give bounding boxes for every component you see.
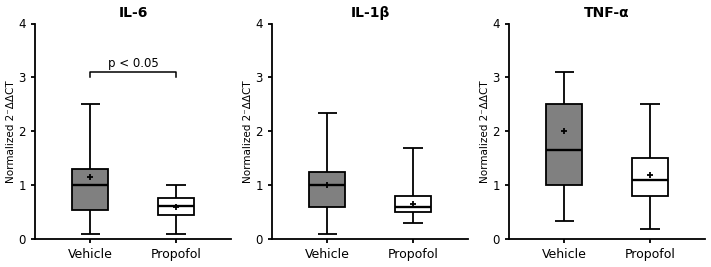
Y-axis label: Normalized 2⁻ΔΔCT: Normalized 2⁻ΔΔCT (242, 80, 252, 183)
Bar (395, 196, 431, 213)
Bar (73, 169, 108, 210)
Title: TNF-α: TNF-α (584, 6, 630, 19)
Title: IL-6: IL-6 (119, 6, 148, 19)
Bar (158, 198, 194, 215)
Y-axis label: Normalized 2⁻ΔΔCT: Normalized 2⁻ΔΔCT (6, 80, 16, 183)
Bar (547, 104, 582, 186)
Bar (309, 172, 346, 207)
Bar (632, 158, 668, 196)
Title: IL-1β: IL-1β (351, 6, 390, 19)
Y-axis label: Normalized 2⁻ΔΔCT: Normalized 2⁻ΔΔCT (479, 80, 490, 183)
Text: p < 0.05: p < 0.05 (108, 57, 159, 70)
